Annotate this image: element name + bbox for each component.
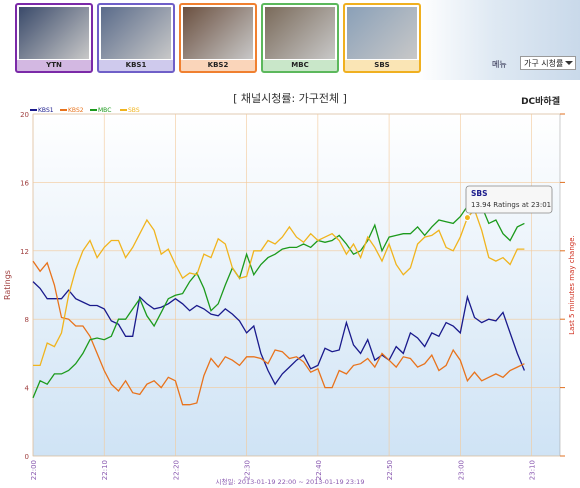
- logo: DC바하겔: [521, 95, 560, 107]
- menu-link[interactable]: 메뉴: [492, 60, 507, 69]
- y-tick-label: 0: [25, 453, 29, 461]
- thumb-image: [101, 7, 171, 59]
- x-tick-label: 23:00: [457, 460, 465, 480]
- channel-strip: YTN KBS1 KBS2 MBC SBS: [0, 0, 580, 80]
- y-tick-label: 4: [25, 385, 30, 393]
- tooltip-box: [465, 185, 553, 214]
- channel-label: SBS: [345, 60, 419, 71]
- series-line: [32, 194, 525, 399]
- chart-title: [ 채널시청률: 가구전체 ]: [233, 92, 347, 105]
- chart: [ 채널시청률: 가구전체 ] DC바하겔 Ratings Last 5 min…: [3, 92, 576, 486]
- x-tick-label: 22:00: [30, 460, 38, 480]
- legend-label: SBS: [128, 107, 140, 114]
- tooltip-text: 13.94 Ratings at 23:01: [471, 201, 551, 209]
- thumb-image: [347, 7, 417, 59]
- right-note: Last 5 minutes may change.: [568, 235, 576, 335]
- thumb-image: [19, 7, 89, 59]
- plot-area: [32, 113, 561, 457]
- x-tick-label: 22:40: [315, 460, 323, 480]
- footer: 시청일: 2013-01-19 22:00 ~ 2013-01-19 23:19: [216, 477, 365, 486]
- x-tick-label: 23:10: [529, 460, 537, 480]
- channel-thumb[interactable]: YTN: [15, 3, 93, 73]
- x-tick-label: 22:50: [386, 460, 394, 480]
- y-tick-label: 12: [20, 248, 29, 256]
- thumb-image: [265, 7, 335, 59]
- legend-label: KBS2: [68, 107, 84, 114]
- x-tick-label: 22:20: [172, 460, 180, 480]
- dropdown[interactable]: 가구 시청률: [520, 56, 576, 70]
- tooltip-point: [463, 214, 471, 222]
- channel-label: KBS2: [181, 60, 255, 71]
- channel-thumb[interactable]: MBC: [261, 3, 339, 73]
- channel-thumb[interactable]: SBS: [343, 3, 421, 73]
- channel-label: KBS1: [99, 60, 173, 71]
- y-tick-label: 16: [20, 179, 29, 187]
- y-tick-label: 20: [20, 111, 29, 119]
- legend-label: KBS1: [38, 107, 54, 114]
- channel-label: YTN: [17, 60, 91, 71]
- channel-thumb[interactable]: KBS2: [179, 3, 257, 73]
- tooltip: SBS 13.94 Ratings at 23:01: [465, 185, 553, 214]
- y-axis-label: Ratings: [3, 270, 12, 300]
- legend-label: MBC: [98, 107, 111, 114]
- channel-label: MBC: [263, 60, 337, 71]
- channel-thumb[interactable]: KBS1: [97, 3, 175, 73]
- series-line: [32, 260, 525, 406]
- x-tick-label: 22:10: [101, 460, 109, 480]
- y-tick-label: 8: [25, 316, 29, 324]
- tooltip-series: SBS: [471, 189, 488, 198]
- series-line: [32, 281, 526, 386]
- x-tick-label: 22:30: [244, 460, 252, 480]
- series-line: [33, 208, 525, 367]
- thumb-image: [183, 7, 253, 59]
